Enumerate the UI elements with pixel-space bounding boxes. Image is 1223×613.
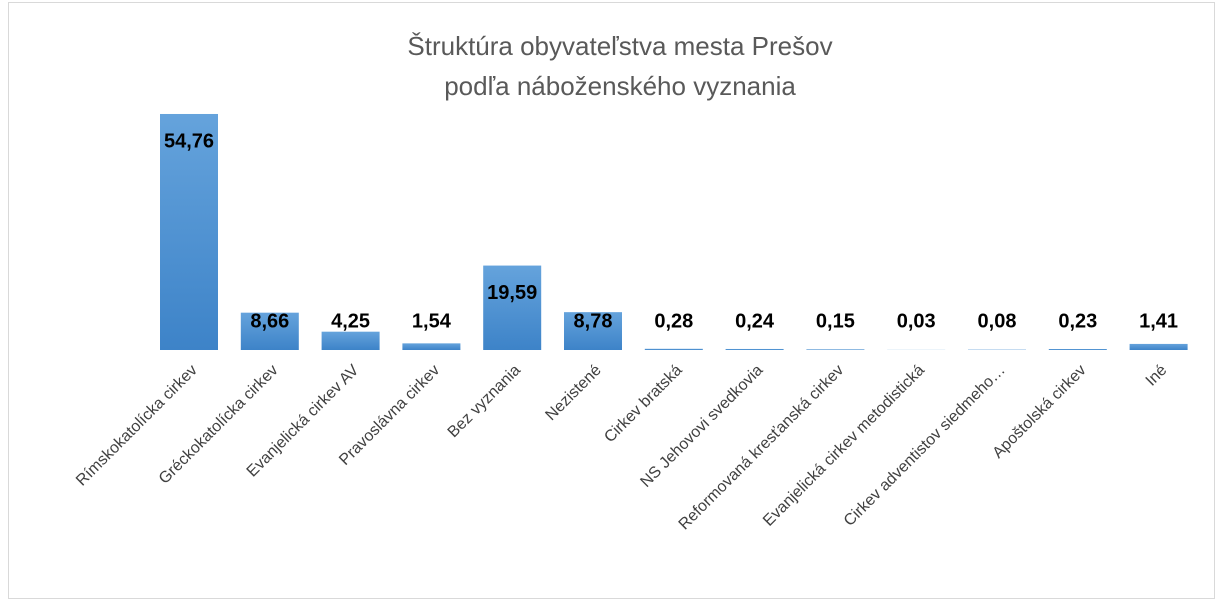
data-label: 0,03 (897, 310, 936, 332)
data-label: 8,78 (574, 310, 613, 332)
chart-title: Štruktúra obyvateľstva mesta Prešov (407, 31, 832, 61)
data-label: 19,59 (487, 282, 537, 304)
bar (726, 349, 784, 350)
data-label: 0,24 (735, 310, 775, 332)
bar (806, 349, 864, 350)
chart-title: podľa náboženského vyznania (444, 71, 796, 101)
bar (1049, 349, 1107, 350)
bar (645, 349, 703, 350)
data-label: 0,23 (1058, 310, 1097, 332)
data-label: 54,76 (164, 130, 214, 152)
data-label: 1,54 (412, 310, 452, 332)
data-label: 0,15 (816, 310, 855, 332)
data-label: 0,28 (654, 310, 693, 332)
data-label: 8,66 (250, 310, 289, 332)
bar (322, 332, 380, 350)
bar (402, 343, 460, 350)
data-label: 0,08 (978, 310, 1017, 332)
data-label: 1,41 (1139, 310, 1178, 332)
data-label: 4,25 (331, 310, 370, 332)
bar (1130, 344, 1188, 350)
bar (483, 266, 541, 350)
